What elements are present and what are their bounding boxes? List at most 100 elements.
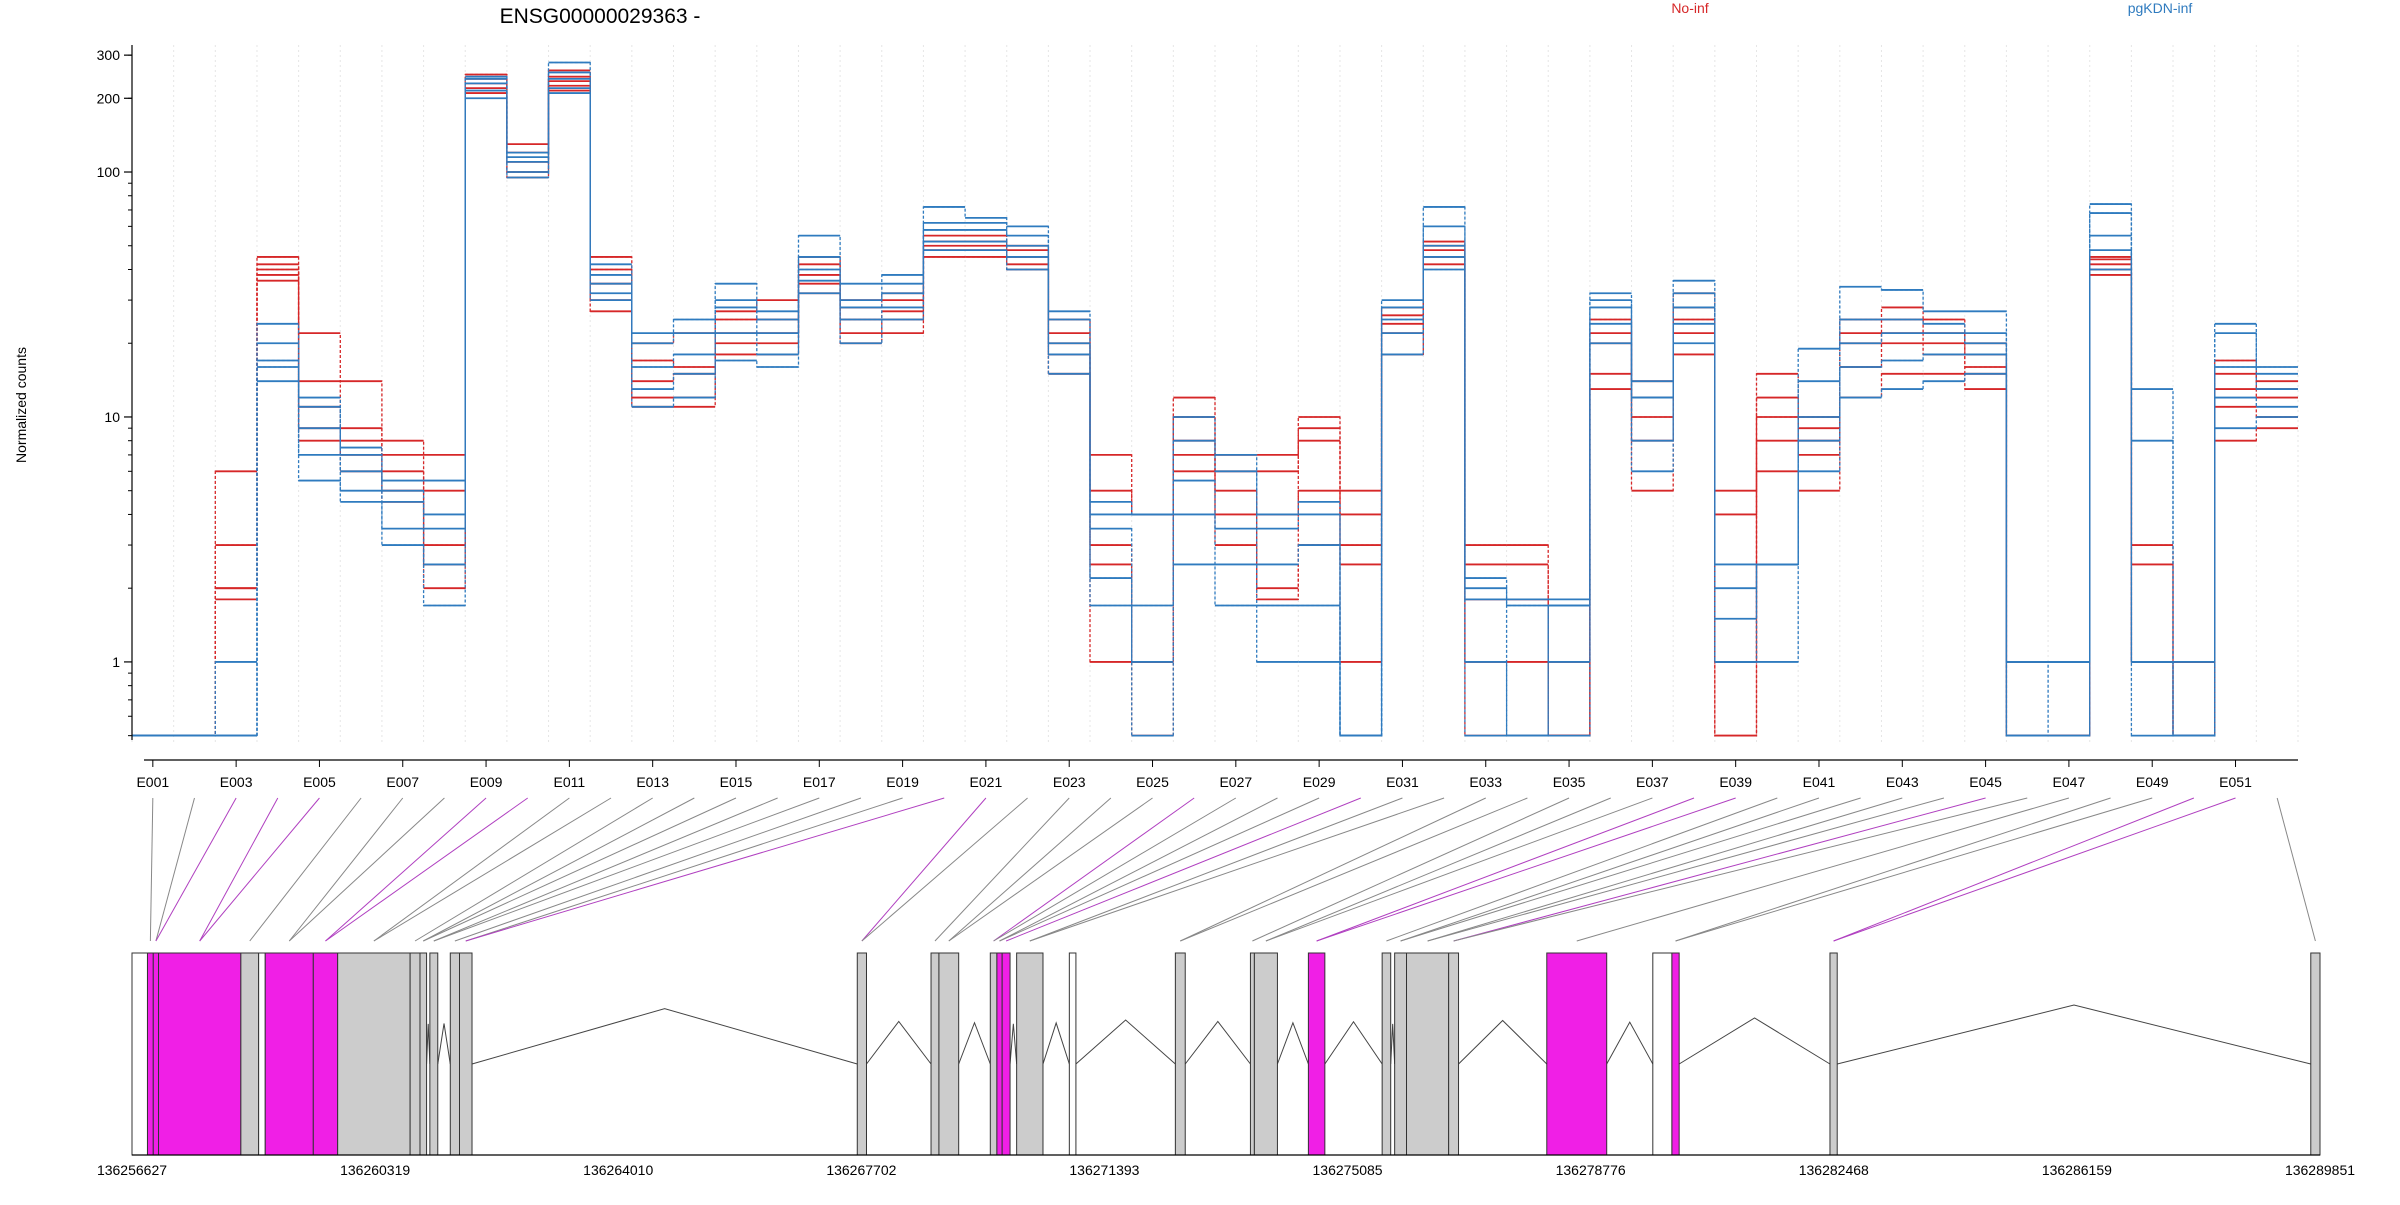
exon-block	[158, 952, 242, 1156]
x-tick-label-e041: E041	[1803, 774, 1836, 790]
exon-block	[1016, 952, 1044, 1156]
x-tick-label-e047: E047	[2053, 774, 2086, 790]
x-tick-label-e031: E031	[1386, 774, 1419, 790]
exon-block	[856, 952, 867, 1156]
gene-model: 136256627 136260319 136264010 136267702 1362…	[97, 952, 2355, 1178]
connector-e006	[249, 797, 362, 942]
intron	[1324, 1020, 1383, 1065]
exon-block	[429, 952, 439, 1156]
y-tick-label: 200	[97, 90, 121, 106]
intron	[471, 1008, 858, 1065]
x-tick-label-e021: E021	[970, 774, 1003, 790]
legend-entry-no-inf: No-inf	[1671, 0, 1708, 16]
connector-e025	[948, 797, 1153, 942]
legend-entry-pgkdn-inf: pgKDN-inf	[2128, 0, 2193, 16]
connector-e035	[1252, 797, 1570, 942]
exon-block	[146, 952, 154, 1156]
exon-block	[1546, 952, 1608, 1156]
exon-block	[419, 952, 428, 1156]
intron	[1075, 1019, 1176, 1065]
x-tick-label-e029: E029	[1303, 774, 1336, 790]
intron	[1606, 1021, 1654, 1065]
connector-e049	[1675, 797, 2153, 942]
exon-block	[1671, 952, 1680, 1156]
gridlines	[131, 45, 2299, 745]
connector-e033	[1180, 797, 1486, 942]
connector-e007	[288, 797, 404, 942]
exon-block	[1652, 952, 1673, 1156]
y-tick-label: 300	[97, 47, 121, 63]
x-tick-label-e013: E013	[636, 774, 669, 790]
intron	[1009, 1023, 1018, 1065]
connector-e003	[155, 797, 237, 942]
x-tick-label-e005: E005	[303, 774, 336, 790]
genomic-coordinate-label: 136267702	[826, 1162, 896, 1178]
exon-block	[409, 952, 421, 1156]
connector-e012	[373, 797, 612, 942]
exon-block	[1829, 952, 1838, 1156]
exon-block	[240, 952, 260, 1156]
series-pgkdn-inf-9	[132, 61, 2298, 737]
connector-e051	[1833, 797, 2236, 942]
genomic-coordinate-label: 136271393	[1069, 1162, 1139, 1178]
connector-e022	[861, 797, 1028, 942]
x-tick-label-e007: E007	[386, 774, 419, 790]
connector-e042	[1400, 797, 1861, 942]
connector-e014	[423, 797, 695, 942]
exon-block	[1448, 952, 1460, 1156]
connector-e036	[1265, 797, 1611, 942]
x-tick-label-e035: E035	[1553, 774, 1586, 790]
x-tick-label-e017: E017	[803, 774, 836, 790]
connector-e050	[1833, 797, 2195, 942]
intron	[1276, 1021, 1309, 1065]
intron	[1458, 1019, 1548, 1065]
connector-e016	[433, 797, 778, 942]
connector-e037	[1265, 797, 1653, 942]
x-tick-label-e015: E015	[720, 774, 753, 790]
connector-e046	[1453, 797, 2028, 942]
intron	[1678, 1017, 1831, 1065]
x-tick-label-e027: E027	[1219, 774, 1252, 790]
connector-e010	[325, 797, 529, 942]
y-tick-label: 1	[112, 654, 120, 670]
intron	[437, 1023, 451, 1065]
series-pgkdn-inf-7	[132, 77, 2298, 737]
exon-block	[1394, 952, 1408, 1156]
connector-e015	[423, 797, 737, 942]
x-tick-label-e043: E043	[1886, 774, 1919, 790]
connector-e002	[155, 797, 195, 942]
exon-block	[152, 952, 160, 1156]
connector-e019	[465, 797, 903, 942]
connector-e004	[199, 797, 279, 942]
connector-e029	[999, 797, 1320, 942]
connector-e041	[1400, 797, 1820, 942]
exon-block	[1249, 952, 1255, 1156]
connector-e044	[1427, 797, 1945, 942]
exon-block	[1174, 952, 1186, 1156]
x-tick-label-e001: E001	[136, 774, 169, 790]
connector-e032	[1029, 797, 1445, 942]
connector-e030	[1005, 797, 1361, 942]
genomic-coordinate-label: 136275085	[1313, 1162, 1383, 1178]
exon-block	[131, 952, 148, 1156]
exon-block	[1307, 952, 1326, 1156]
connector-e038	[1316, 797, 1695, 942]
intron	[426, 1023, 431, 1065]
intron	[1042, 1021, 1070, 1065]
genomic-coordinate-label: 136260319	[340, 1162, 410, 1178]
connector-e021	[861, 797, 987, 942]
connector-e047	[1576, 797, 2070, 942]
intron	[1184, 1020, 1251, 1065]
connector-e009	[325, 797, 487, 942]
intron	[866, 1020, 932, 1065]
exon-block	[1001, 952, 1011, 1156]
exon-block	[264, 952, 314, 1156]
connector-e034	[1180, 797, 1528, 942]
connector-e039	[1316, 797, 1736, 942]
x-tick-label-e011: E011	[554, 774, 586, 790]
connector-e026	[993, 797, 1195, 942]
genomic-coordinate-label: 136278776	[1556, 1162, 1626, 1178]
series-layer	[132, 61, 2298, 737]
x-tick-label-e049: E049	[2136, 774, 2169, 790]
